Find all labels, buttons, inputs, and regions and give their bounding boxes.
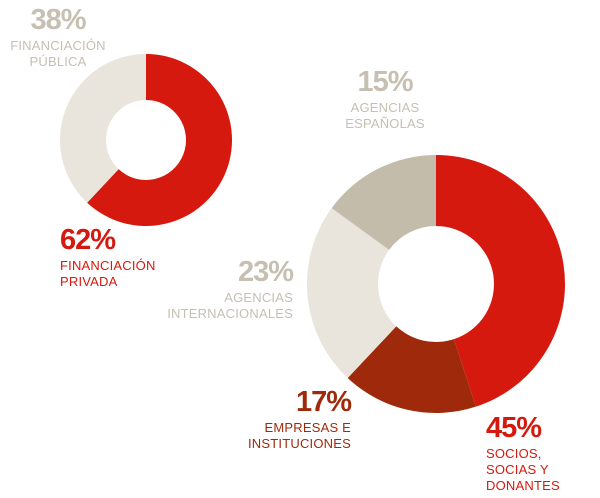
percent-label: 15% [357,66,413,98]
slice-label: 17% EMPRESAS E INSTITUCIONES [241,386,352,452]
slice-label: 62% FINANCIACIÓN PRIVADA [60,224,170,290]
slice-label: 45% SOCIOS, SOCIAS Y DONANTES [486,412,586,494]
donut-slice [347,326,476,414]
donut-slice [87,54,232,227]
donut-slice [306,208,397,379]
percent-label: 17% [295,386,352,418]
donut-slice [60,54,146,203]
category-label: SOCIOS, SOCIAS Y DONANTES [486,446,560,493]
category-label: FINANCIACIÓN PRIVADA [60,258,156,289]
slice-label: 23% AGENCIAS INTERNACIONALES [163,256,294,322]
percent-label: 23% [237,256,294,288]
percent-label: 62% [60,224,116,256]
percent-label: 45% [486,412,542,444]
category-label: AGENCIAS ESPAÑOLAS [345,100,425,131]
slice-label: 38% FINANCIACIÓN PÚBLICA [3,4,113,70]
donut-slice [331,155,436,250]
percent-label: 38% [30,4,86,36]
category-label: AGENCIAS INTERNACIONALES [167,290,293,321]
slice-label: 15% AGENCIAS ESPAÑOLAS [335,66,435,132]
category-label: EMPRESAS E INSTITUCIONES [248,420,351,451]
donut-slice [436,155,565,407]
category-label: FINANCIACIÓN PÚBLICA [10,38,106,69]
